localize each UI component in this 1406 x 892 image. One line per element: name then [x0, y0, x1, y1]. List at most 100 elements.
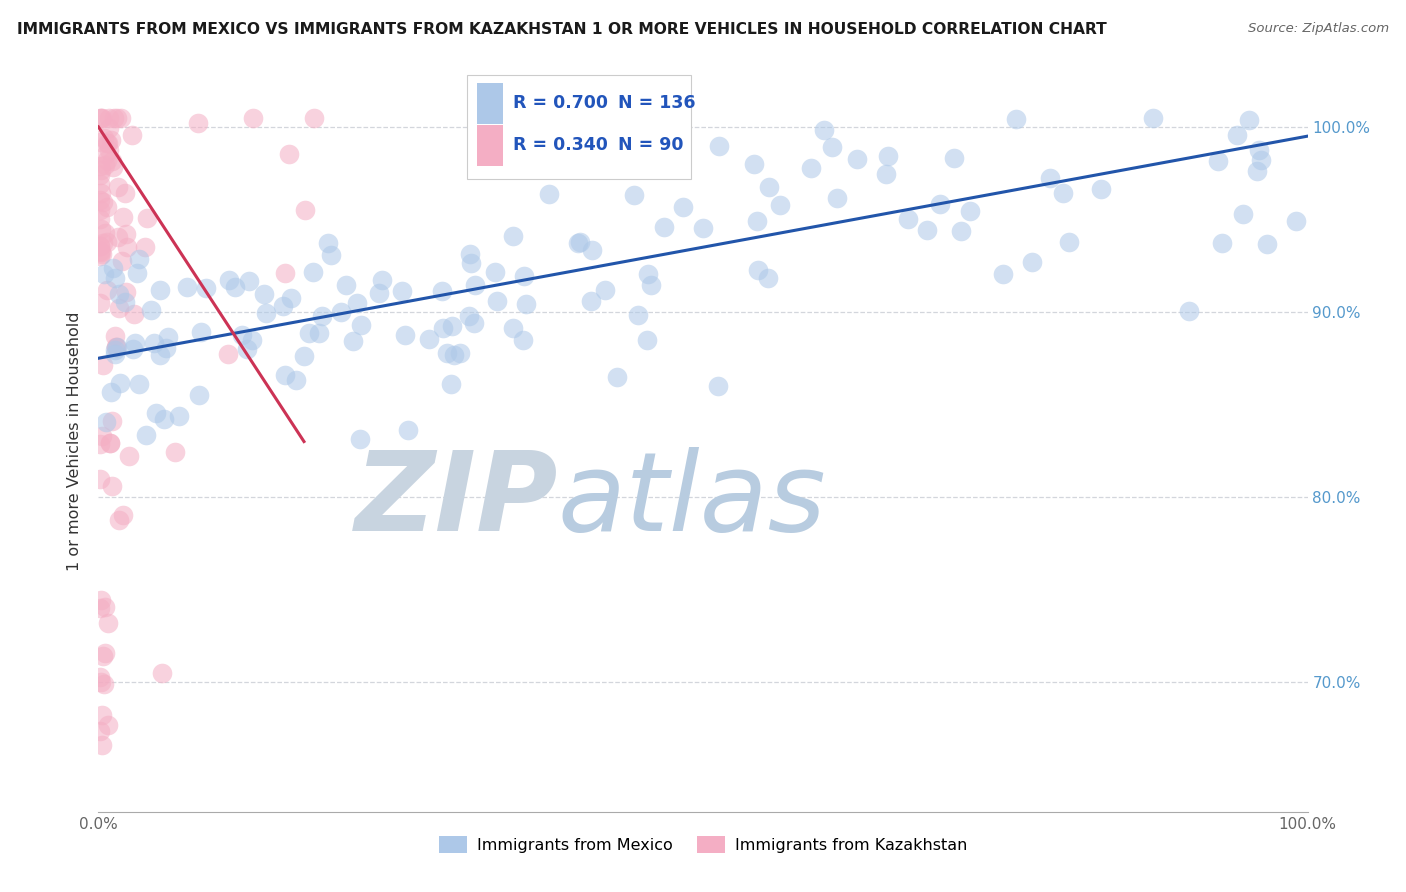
Point [96, 136, 118, 150]
Point [145, 406, 167, 420]
Point [254, 306, 277, 320]
Point [368, 286, 391, 301]
Point [747, 262, 769, 277]
Point [89, 239, 111, 253]
Point [89, 601, 111, 615]
Point [370, 273, 392, 287]
Point [484, 265, 506, 279]
Point [89, 238, 111, 252]
Point [190, 326, 212, 340]
Point [93, 268, 115, 282]
Point [100, 414, 122, 428]
Point [96, 153, 118, 167]
Point [1250, 153, 1272, 167]
Point [742, 157, 765, 171]
Point [319, 248, 342, 262]
Point [637, 267, 659, 281]
Point [98, 111, 121, 125]
Point [89, 244, 111, 258]
Point [100, 384, 122, 399]
Point [89, 295, 111, 310]
Point [274, 368, 297, 383]
Point [443, 348, 465, 362]
Point [103, 111, 125, 125]
Point [110, 111, 132, 125]
Point [846, 153, 869, 167]
Bar [477, 125, 503, 166]
Point [1247, 143, 1270, 157]
Point [107, 287, 129, 301]
Point [90, 162, 112, 177]
Text: R = 0.700: R = 0.700 [513, 95, 609, 112]
Point [1021, 254, 1043, 268]
Point [285, 373, 308, 387]
Point [107, 301, 129, 315]
Point [335, 278, 357, 293]
Point [432, 320, 454, 334]
Point [959, 204, 981, 219]
Text: IMMIGRANTS FROM MEXICO VS IMMIGRANTS FROM KAZAKHSTAN 1 OR MORE VEHICLES IN HOUSE: IMMIGRANTS FROM MEXICO VS IMMIGRANTS FRO… [17, 22, 1107, 37]
Point [94, 147, 117, 161]
Point [1142, 111, 1164, 125]
Text: atlas: atlas [558, 447, 827, 554]
Point [943, 151, 966, 165]
Point [89, 177, 111, 191]
Point [89, 212, 111, 227]
Point [1090, 181, 1112, 195]
Point [188, 388, 211, 402]
Point [134, 240, 156, 254]
Point [97, 718, 120, 732]
Point [449, 346, 471, 360]
Point [91, 648, 114, 663]
Point [394, 327, 416, 342]
Point [107, 230, 129, 244]
Point [101, 160, 124, 174]
Point [1246, 164, 1268, 178]
Point [875, 167, 897, 181]
Point [94, 158, 117, 172]
Point [104, 343, 127, 357]
Point [111, 254, 134, 268]
Point [90, 222, 112, 236]
Point [513, 268, 536, 283]
Point [89, 670, 111, 684]
Point [579, 294, 602, 309]
Point [436, 346, 458, 360]
Point [1039, 171, 1062, 186]
Point [1178, 303, 1201, 318]
Point [101, 260, 124, 275]
Point [176, 280, 198, 294]
Point [97, 136, 120, 151]
Point [949, 224, 972, 238]
Point [89, 249, 111, 263]
Bar [477, 83, 503, 124]
Point [114, 227, 136, 242]
Point [93, 130, 115, 145]
Point [128, 252, 150, 266]
Point [96, 200, 118, 214]
Point [502, 229, 524, 244]
Point [90, 245, 112, 260]
Point [169, 409, 191, 423]
Point [89, 111, 111, 125]
Point [464, 278, 486, 293]
Point [1285, 214, 1308, 228]
Point [187, 116, 209, 130]
Point [150, 665, 173, 680]
Text: N = 136: N = 136 [619, 95, 696, 112]
Point [125, 266, 148, 280]
Legend: Immigrants from Mexico, Immigrants from Kazakhstan: Immigrants from Mexico, Immigrants from … [432, 830, 974, 859]
Point [692, 220, 714, 235]
Point [105, 340, 128, 354]
Point [118, 449, 141, 463]
Point [155, 341, 177, 355]
Point [302, 111, 325, 125]
Point [280, 291, 302, 305]
Point [91, 708, 114, 723]
Point [311, 309, 333, 323]
Text: ZIP: ZIP [354, 447, 558, 554]
Point [758, 179, 780, 194]
Point [391, 285, 413, 299]
Point [156, 330, 179, 344]
Point [90, 674, 112, 689]
